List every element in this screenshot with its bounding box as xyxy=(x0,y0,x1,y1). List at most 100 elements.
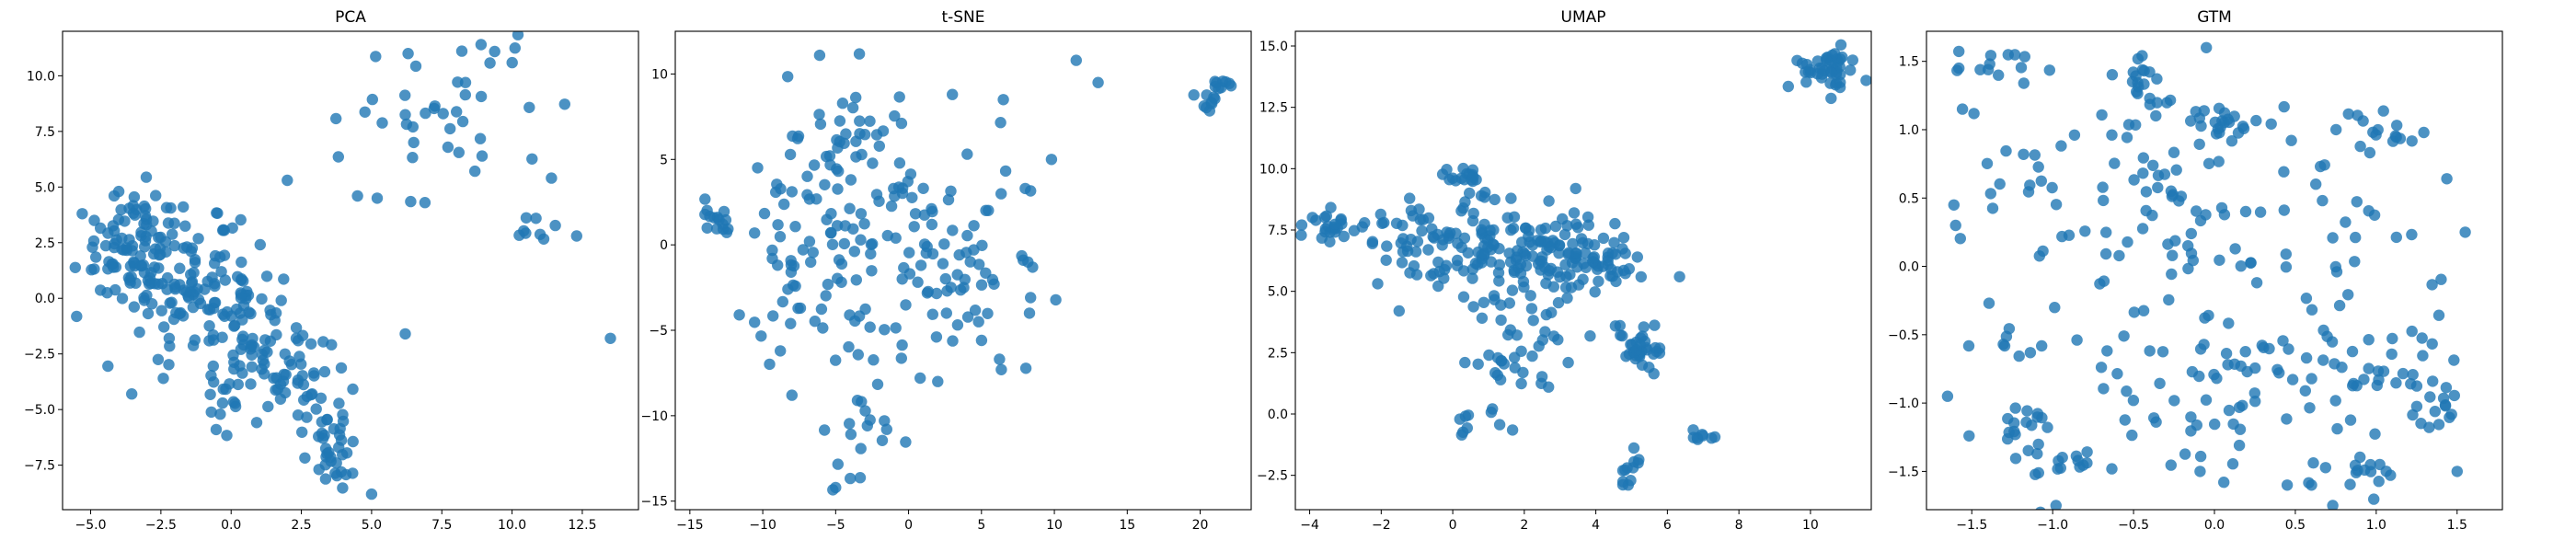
data-point xyxy=(2424,391,2436,403)
data-point xyxy=(2250,277,2263,289)
data-point xyxy=(407,152,419,164)
data-point xyxy=(787,130,799,143)
data-point xyxy=(2227,418,2239,431)
data-point xyxy=(2405,378,2417,390)
data-point xyxy=(2024,347,2037,359)
data-point xyxy=(604,332,616,344)
data-point xyxy=(1825,92,1837,105)
data-point xyxy=(1636,359,1649,371)
data-point xyxy=(1070,54,1083,66)
data-point xyxy=(1616,478,1629,491)
data-point xyxy=(1552,334,1564,346)
data-point xyxy=(1570,247,1581,259)
data-point xyxy=(1954,233,1966,245)
data-point xyxy=(189,257,201,269)
data-point xyxy=(319,473,332,485)
data-point xyxy=(313,464,325,476)
data-point xyxy=(1501,212,1513,224)
data-point xyxy=(914,372,926,385)
data-point xyxy=(347,383,359,396)
panel-gtm: GTM −1.5 −1.0 −0.5 0.0 0.5 1.0 1.5 −1.5 −1.0 −0.5 0… xyxy=(1888,8,2503,533)
data-point xyxy=(1495,299,1507,311)
data-point xyxy=(1325,201,1337,213)
data-point xyxy=(475,39,488,51)
data-point xyxy=(1782,80,1795,93)
data-point xyxy=(713,213,725,225)
data-point xyxy=(164,340,176,352)
data-point xyxy=(2151,73,2163,85)
data-point xyxy=(2101,345,2113,357)
data-point xyxy=(2009,402,2021,414)
data-point xyxy=(1981,157,1994,169)
data-point xyxy=(1390,217,1403,229)
data-point xyxy=(2109,157,2121,169)
data-point xyxy=(1509,362,1521,374)
data-point xyxy=(784,148,797,161)
data-point xyxy=(2330,123,2342,136)
data-point xyxy=(1982,63,1995,75)
data-point xyxy=(2278,204,2290,216)
data-point xyxy=(366,93,378,106)
data-point xyxy=(2098,194,2110,207)
data-point xyxy=(2095,362,2108,374)
data-point xyxy=(1619,247,1631,259)
data-point xyxy=(2283,343,2294,355)
data-point xyxy=(1438,263,1451,276)
data-point xyxy=(2214,254,2225,266)
data-point xyxy=(2306,373,2317,385)
data-point xyxy=(975,279,988,291)
data-point xyxy=(2121,385,2133,397)
data-point xyxy=(326,339,338,351)
data-point xyxy=(1983,297,1995,309)
data-point xyxy=(819,178,831,190)
data-point xyxy=(1539,222,1552,235)
data-point xyxy=(850,91,862,104)
data-point xyxy=(2138,64,2150,77)
data-point xyxy=(1211,76,1223,89)
data-point xyxy=(873,140,885,152)
data-point xyxy=(1593,275,1604,287)
data-point xyxy=(2281,413,2293,425)
data-point xyxy=(2225,135,2238,147)
data-point xyxy=(2222,359,2234,371)
data-point xyxy=(2140,204,2152,217)
x-tick-label: 4 xyxy=(1592,518,1600,533)
data-point xyxy=(453,146,465,158)
data-point xyxy=(155,305,167,316)
data-point xyxy=(1328,218,1341,230)
data-point xyxy=(785,317,797,329)
data-point xyxy=(290,332,303,344)
data-point xyxy=(2213,102,2225,115)
data-point xyxy=(2445,408,2457,420)
data-point xyxy=(866,265,878,277)
data-point xyxy=(1428,268,1440,280)
data-point xyxy=(972,316,984,328)
data-point xyxy=(2441,173,2453,185)
data-point xyxy=(2031,448,2043,460)
x-tick-label: −4 xyxy=(1300,518,1319,533)
y-tick-label: 0.0 xyxy=(1899,260,1919,275)
data-point xyxy=(337,482,349,494)
data-point xyxy=(296,370,308,382)
data-point xyxy=(408,136,420,149)
data-point xyxy=(318,365,331,378)
data-point xyxy=(893,91,905,103)
data-point xyxy=(2041,421,2053,433)
data-point xyxy=(2377,105,2389,117)
data-point xyxy=(88,263,100,275)
data-point xyxy=(2347,380,2359,392)
data-point xyxy=(296,426,308,438)
data-point xyxy=(451,106,463,118)
data-point xyxy=(509,42,521,54)
x-tick-label: −2 xyxy=(1372,518,1391,533)
y-tick-label: 0.0 xyxy=(35,292,55,306)
data-point xyxy=(758,207,771,220)
data-point xyxy=(848,246,860,258)
data-point xyxy=(900,436,912,448)
data-point xyxy=(2128,306,2140,318)
data-point xyxy=(2344,414,2357,426)
data-point xyxy=(246,361,258,373)
data-point xyxy=(270,372,282,384)
data-point xyxy=(259,368,270,380)
data-point xyxy=(215,266,227,278)
